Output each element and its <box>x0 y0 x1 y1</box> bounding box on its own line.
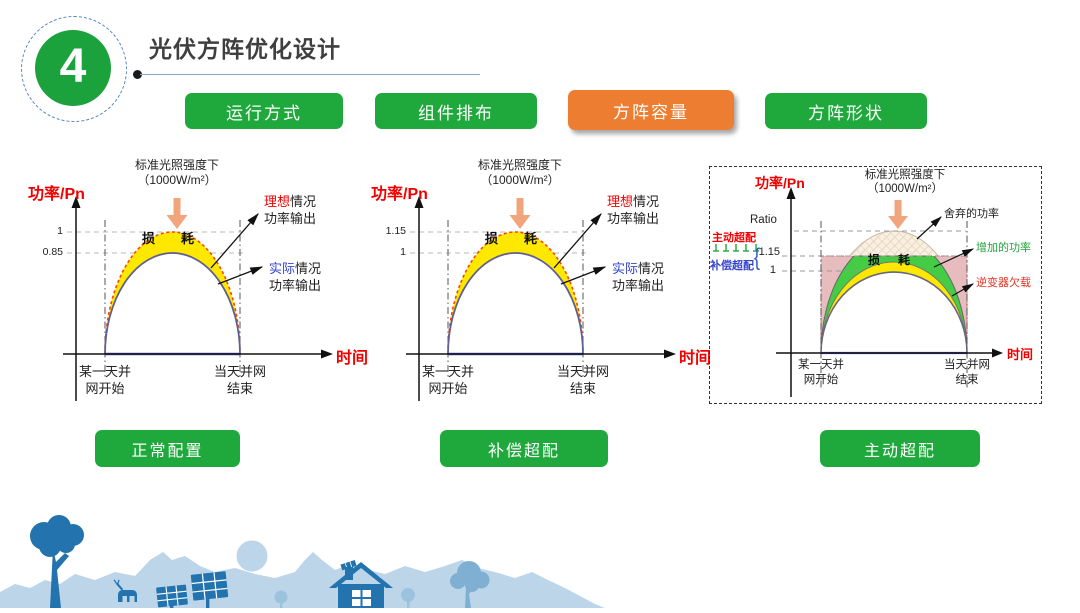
actual-output-annotation: 实际情况 功率输出 <box>612 261 665 293</box>
tab-operation-mode[interactable]: 运行方式 <box>185 93 343 129</box>
irradiance-arrow-icon <box>166 198 188 229</box>
inverter-underload-annotation: 逆变器欠载 <box>976 277 1031 289</box>
footer-decoration <box>0 510 620 608</box>
ytick-1: 1 <box>57 225 63 237</box>
actual-output-annotation: 实际情况 功率输出 <box>269 261 322 293</box>
chart-normal-canvas <box>63 196 333 401</box>
loss-label: 损耗 <box>868 253 929 267</box>
chart-active-overconfig: 功率/Pn 标准光照强度下 （1000W/m²） Ratio 主动超配 1.15… <box>709 166 1042 404</box>
loss-label: 损耗 <box>485 231 564 246</box>
ideal-output-annotation: 理想情况 功率输出 <box>607 194 660 226</box>
house-solar-icon <box>329 559 393 608</box>
button-compensated-overconfig[interactable]: 补偿超配 <box>440 430 608 467</box>
button-normal-config[interactable]: 正常配置 <box>95 430 240 467</box>
irradiance-arrow-icon <box>888 200 908 229</box>
grid-start-label: 某一天并 网开始 <box>798 359 844 386</box>
irradiance-arrow-icon <box>509 198 531 229</box>
page-title: 光伏方阵优化设计 <box>149 36 341 62</box>
irradiance-note: 标准光照强度下 （1000W/m²） <box>134 158 219 187</box>
irradiance-note: 标准光照强度下 （1000W/m²） <box>477 158 562 187</box>
brace-icon: { <box>754 244 761 271</box>
added-power-annotation: 增加的功率 <box>976 242 1031 254</box>
solar-panel-icon <box>156 584 188 608</box>
irradiance-note: 标准光照强度下 （1000W/m²） <box>864 169 946 195</box>
x-axis-label: 时间 <box>336 350 369 367</box>
x-axis-label: 时间 <box>1007 347 1034 362</box>
tree-icon <box>450 561 490 608</box>
x-axis-label: 时间 <box>679 350 712 367</box>
x-axis <box>776 348 1003 358</box>
chart-active-canvas <box>713 187 1003 397</box>
title-underline <box>140 74 480 75</box>
ytick-115: 1.15 <box>385 225 406 237</box>
y-axis-label: 功率/Pn <box>755 175 805 191</box>
landscape-scene <box>0 515 605 608</box>
mountains <box>0 552 605 608</box>
ytick-1: 1 <box>769 264 776 276</box>
tab-array-capacity[interactable]: 方阵容量 <box>568 90 734 130</box>
annotation-arrows <box>210 213 264 285</box>
ideal-output-annotation: 理想情况 功率输出 <box>264 194 317 226</box>
slide-number-ring <box>21 16 127 122</box>
tab-module-layout[interactable]: 组件排布 <box>375 93 537 129</box>
solar-panel-icon <box>190 571 229 608</box>
compensated-overconfig-bracket-label: 补偿超配 <box>710 260 754 272</box>
ytick-1: 1 <box>400 246 406 258</box>
bush-icon <box>401 588 415 608</box>
slide-number: 4 <box>35 30 111 106</box>
tree-icon <box>30 515 84 608</box>
annotation-arrows <box>916 216 975 297</box>
x-axis <box>63 349 333 359</box>
grid-start-label: 某一天并 网开始 <box>78 364 131 396</box>
annotation-arrows <box>553 213 607 285</box>
title-line-dot <box>133 70 142 79</box>
active-overconfig-bracket-label: 主动超配 <box>712 232 756 244</box>
y-axis <box>786 187 796 397</box>
sun-icon <box>236 540 268 572</box>
loss-area <box>447 231 584 356</box>
button-active-overconfig[interactable]: 主动超配 <box>820 430 980 467</box>
grid-end-label: 当天并网 结束 <box>556 364 609 396</box>
ytick-085: 0.85 <box>42 246 63 258</box>
day-bound-lines <box>820 221 968 389</box>
loss-area <box>104 231 241 356</box>
grid-end-label: 当天并网 结束 <box>944 359 990 386</box>
ytick-115: 1.15 <box>758 246 780 258</box>
grid-start-label: 某一天并 网开始 <box>421 364 474 396</box>
bush-icon <box>274 590 288 608</box>
x-axis <box>406 349 676 359</box>
y-axis <box>71 196 81 401</box>
chart-comp-canvas <box>406 196 676 401</box>
chart-normal-config: 功率/Pn 标准光照强度下 （1000W/m²） 1 0.85 损耗 理想情况 … <box>15 158 370 418</box>
green-tick-marks <box>713 244 759 252</box>
discarded-power-annotation: 舍弃的功率 <box>944 208 999 220</box>
tab-array-shape[interactable]: 方阵形状 <box>765 93 927 129</box>
chart-compensated-overconfig: 功率/Pn 标准光照强度下 （1000W/m²） 1.15 1 损耗 理想情况 … <box>358 158 713 418</box>
y-axis-label: 功率/Pn <box>371 186 428 203</box>
y-axis-label: 功率/Pn <box>28 186 85 203</box>
ytick-ratio: Ratio <box>750 214 777 226</box>
loss-label: 损耗 <box>142 231 221 246</box>
deer-icon <box>113 579 137 602</box>
grid-end-label: 当天并网 结束 <box>213 364 266 396</box>
y-axis <box>414 196 424 401</box>
